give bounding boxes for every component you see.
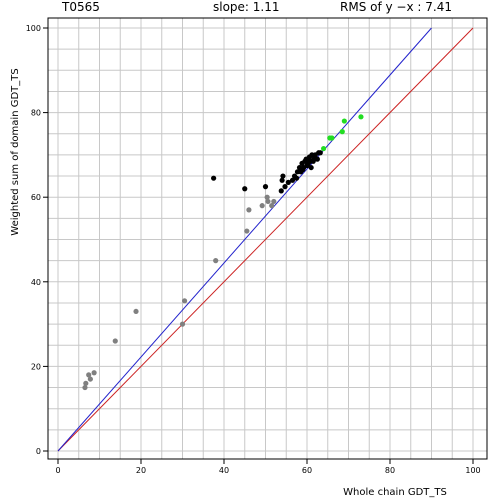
rms-label: RMS of y −x : 7.41 (340, 0, 452, 14)
y-tick-label: 100 (26, 24, 41, 33)
data-point (285, 179, 291, 185)
data-point (82, 384, 88, 391)
data-point (278, 188, 284, 194)
data-point (112, 338, 118, 344)
data-point (181, 298, 188, 304)
x-tick-label: 80 (385, 466, 395, 475)
x-tick-label: 40 (219, 466, 229, 475)
slope-label: slope: 1.11 (213, 0, 280, 14)
diagonal-line (57, 27, 474, 452)
plot-frame (47, 17, 488, 460)
x-tick-label: 60 (302, 466, 312, 475)
x-tick-label: 0 (55, 466, 60, 475)
y-tick-label: 40 (31, 278, 41, 287)
data-point (264, 194, 270, 200)
data-point (242, 186, 248, 192)
data-point (244, 228, 250, 234)
data-point (358, 114, 364, 120)
data-point (91, 370, 97, 376)
data-point (280, 173, 286, 179)
x-tick-label: 100 (465, 466, 480, 475)
data-point (279, 177, 285, 183)
data-point (308, 164, 314, 171)
data-point (83, 380, 89, 386)
data-point (265, 198, 271, 205)
reference-lines (57, 27, 474, 452)
target-id: T0565 (62, 0, 100, 14)
y-tick-label: 80 (31, 109, 41, 118)
y-tick-label: 0 (36, 447, 41, 456)
y-tick-label: 60 (31, 193, 41, 202)
data-point (317, 150, 323, 156)
data-point (179, 321, 186, 327)
data-point (341, 118, 347, 124)
x-axis-label: Whole chain GDT_TS (343, 487, 447, 498)
grid (48, 18, 487, 459)
fit-line (57, 27, 432, 452)
data-point (321, 145, 327, 152)
data-point (294, 175, 300, 181)
data-point (246, 207, 252, 213)
data-point (300, 167, 306, 173)
data-point (314, 156, 320, 162)
data-point (262, 184, 269, 190)
data-point (329, 135, 335, 141)
data-point (213, 258, 219, 264)
x-tick-label: 20 (136, 466, 146, 475)
data-points (82, 114, 364, 391)
data-point (269, 203, 275, 209)
y-axis-label: Weighted sum of domain GDT_TS (10, 68, 21, 235)
data-point (282, 184, 288, 190)
y-tick-label: 20 (31, 362, 41, 371)
data-point (271, 198, 277, 205)
data-point (133, 308, 139, 315)
data-point (289, 177, 296, 183)
x-ticks: 0 20 40 60 80 100 (55, 459, 481, 475)
data-point (86, 372, 92, 378)
data-point (339, 129, 345, 135)
data-point (259, 203, 265, 209)
y-ticks: 0 20 40 60 80 100 (26, 24, 48, 456)
data-point (87, 376, 93, 382)
data-point (211, 175, 217, 181)
